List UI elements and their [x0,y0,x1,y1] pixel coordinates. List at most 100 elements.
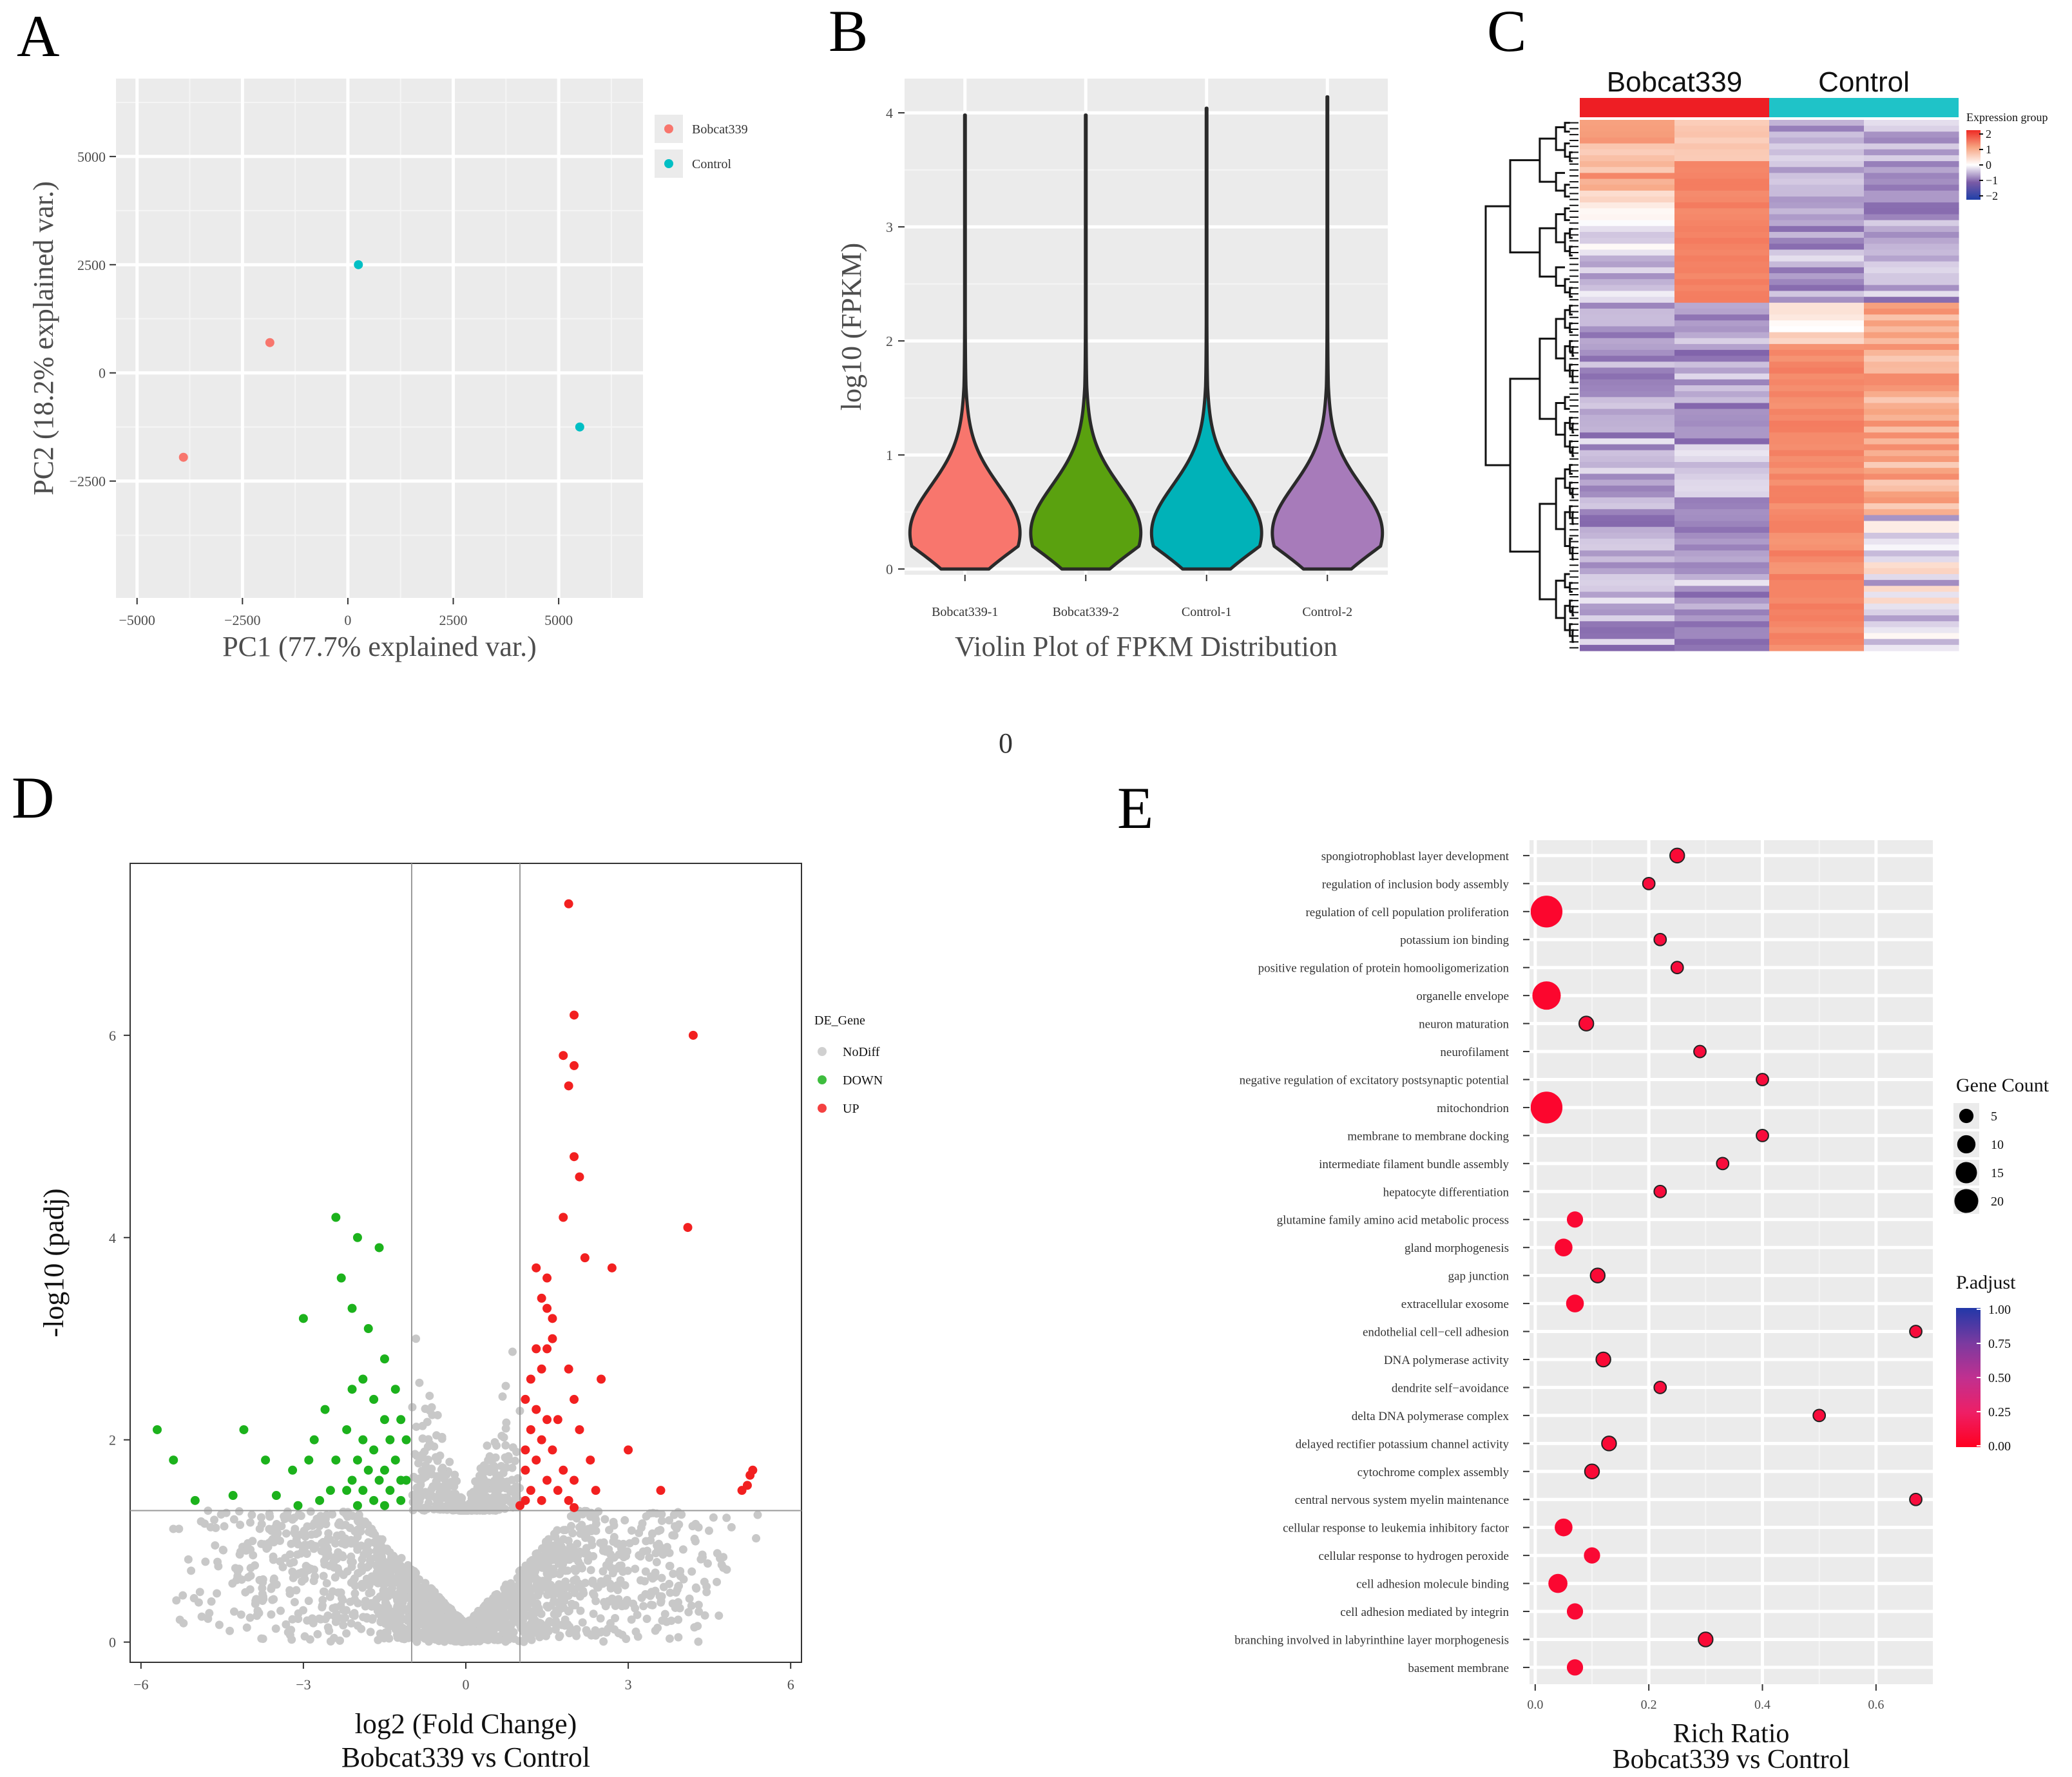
panel-c-heatmap-cell [1864,391,1959,398]
panel-d-point-up [597,1374,606,1384]
panel-b-violin-2 [1029,113,1143,571]
panel-d-point-nodiff [715,1611,724,1620]
panel-c-heatmap-cell [1769,414,1865,421]
panel-c-heatmap-cell [1864,385,1959,392]
panel-d-point-nodiff [639,1602,648,1611]
panel-d-point-nodiff [521,1630,530,1639]
panel-d-point-nodiff [562,1591,571,1600]
panel-c-heatmap-cell [1674,432,1770,439]
panel-d-point-nodiff [638,1519,647,1528]
panel-c-heatmap-cell [1580,403,1675,410]
panel-c-heatmap-cell [1864,143,1959,150]
panel-d-point-nodiff [403,1627,412,1636]
panel-d-point-nodiff [633,1610,642,1619]
panel-d-point-down [153,1425,162,1434]
panel-d-point-nodiff [376,1629,385,1638]
panel-c-heatmap-cell [1864,273,1959,280]
panel-c-heatmap-cell [1864,485,1959,492]
panel-c-heatmap-cell [1864,397,1959,404]
panel-c-heatmap-cell [1674,161,1770,168]
panel-d-point-nodiff [574,1579,583,1588]
panel-c-heatmap-cell [1674,267,1770,274]
panel-d-point-nodiff [642,1537,651,1546]
panel-d-point-nodiff [201,1557,210,1566]
panel-c-heatmap-cell [1769,131,1865,139]
panel-a-y-tick-label: 0 [99,365,106,381]
panel-d-point-nodiff [567,1599,576,1608]
panel-c-heatmap-cell [1674,173,1770,180]
panel-c-heatmap-cell [1580,491,1675,498]
panel-d-point-nodiff [501,1381,510,1390]
panel-a-legend-swatch [664,159,673,168]
panel-c-heatmap-cell [1864,586,1959,593]
panel-c-heatmap-cell [1769,450,1865,457]
panel-d-point-nodiff [519,1589,528,1598]
panel-d-point-nodiff [310,1519,319,1528]
panel-d-point-nodiff [322,1542,331,1551]
panel-d-point-nodiff [670,1522,679,1531]
panel-d-point-nodiff [326,1637,335,1646]
panel-d-point-nodiff [338,1595,347,1604]
panel-c-heatmap-cell [1864,167,1959,173]
panel-c-heatmap-cell [1674,550,1770,557]
panel-d-point-nodiff [325,1592,334,1601]
panel-c-heatmap-cell [1769,184,1865,191]
panel-d-point-nodiff [535,1619,544,1628]
panel-d-point-nodiff [187,1566,196,1575]
panel-c-heatmap-cell [1580,438,1675,445]
panel-c-heatmap-cell [1864,609,1959,616]
panel-c-heatmap-cell [1864,214,1959,221]
panel-e-term-label: positive regulation of protein homooligo… [1258,962,1510,975]
panel-d-point-nodiff [285,1550,294,1559]
panel-c-heatmap-cell [1580,432,1675,439]
panel-c-heatmap-cell [1580,603,1675,610]
panel-d-point-nodiff [577,1521,586,1530]
panel-e-x-tick-label: 0.4 [1754,1698,1770,1712]
panel-d-point-nodiff [358,1583,367,1592]
panel-d-point-nodiff [499,1433,508,1442]
panel-d-point-nodiff [571,1629,580,1638]
panel-d-point-nodiff [611,1564,620,1573]
panel-c-heatmap-cell [1769,226,1865,233]
panel-d-point-nodiff [298,1568,307,1577]
panel-c-heatmap-cell [1674,438,1770,445]
panel-c-heatmap-cell [1864,497,1959,504]
panel-d-point-nodiff [602,1561,611,1570]
panel-c-heatmap-cell [1580,149,1675,156]
panel-c-heatmap-cell [1769,615,1865,622]
panel-c-legend-title: Expression group [1966,111,2048,124]
panel-c-heatmap-cell [1674,515,1770,522]
panel-c-heatmap-cell [1864,208,1959,215]
panel-c-heatmap-cell [1580,131,1675,139]
panel-c-heatmap-cell [1864,291,1959,298]
panel-d-point-nodiff [220,1522,229,1531]
panel-d-point-nodiff [512,1483,521,1492]
panel-d-point-down [379,1465,389,1475]
panel-c-heatmap-cell [1864,261,1959,268]
panel-d-point-up [564,899,573,908]
panel-d-point-nodiff [425,1617,434,1626]
panel-d-point-nodiff [302,1562,311,1571]
panel-e-x-axis-label: Rich Ratio [1673,1719,1790,1749]
panel-e-term-dot [1653,1381,1667,1394]
panel-d-point-nodiff [307,1540,316,1549]
panel-d-point-nodiff [332,1531,341,1540]
panel-d-point-nodiff [555,1570,564,1579]
panel-d-point-nodiff [430,1442,439,1451]
panel-d-point-nodiff [562,1551,571,1561]
panel-d-point-nodiff [329,1604,338,1613]
panel-d-point-nodiff [246,1564,255,1573]
panel-d-point-nodiff [550,1586,559,1595]
panel-d-point-nodiff [303,1616,312,1625]
panel-c-heatmap-cell [1674,644,1770,651]
panel-c-heatmap-cell [1580,644,1675,651]
panel-d-point-nodiff [293,1540,302,1549]
panel-d-point-nodiff [631,1564,640,1573]
panel-d-point-up [532,1263,541,1273]
panel-d-point-nodiff [427,1609,436,1619]
panel-e-term-label: hepatocyte differentiation [1383,1186,1510,1199]
panel-c-heatmap-cell [1674,420,1770,427]
panel-d-point-nodiff [609,1533,619,1542]
panel-d-point-down [190,1495,200,1505]
panel-d-point-nodiff [334,1520,343,1529]
